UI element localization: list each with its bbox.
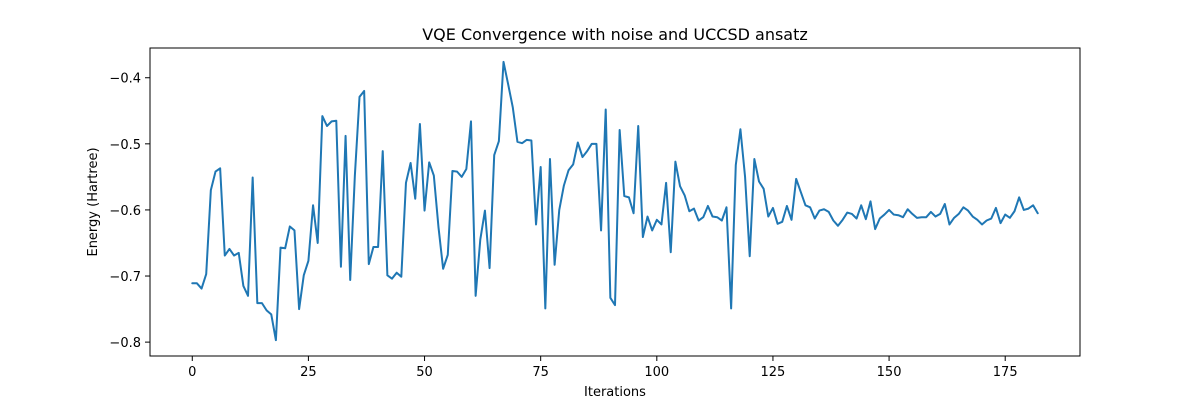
x-tick-label: 100 <box>644 365 669 380</box>
y-tick-label: −0.7 <box>109 270 141 285</box>
x-tick-label: 50 <box>416 365 433 380</box>
series-line <box>191 60 1039 342</box>
y-axis: −0.8 −0.7 −0.6 −0.5 −0.4 <box>109 72 150 351</box>
y-tick-label: −0.5 <box>109 138 141 153</box>
plot-frame <box>149 47 1081 357</box>
y-tick-label: −0.8 <box>109 336 141 351</box>
x-tick-label: 0 <box>188 365 196 380</box>
y-tick-label: −0.6 <box>109 204 141 219</box>
x-axis: 0 25 50 75 100 125 150 175 <box>188 356 1018 380</box>
y-axis-label: Energy (Hartree) <box>86 147 101 256</box>
y-tick-label: −0.4 <box>109 72 141 87</box>
x-tick-label: 175 <box>993 365 1018 380</box>
x-axis-label: Iterations <box>584 385 646 400</box>
x-tick-label: 75 <box>532 365 549 380</box>
x-tick-label: 25 <box>300 365 317 380</box>
plot-area <box>191 60 1039 342</box>
x-tick-label: 125 <box>761 365 786 380</box>
chart-title: VQE Convergence with noise and UCCSD ans… <box>422 25 808 44</box>
x-tick-label: 150 <box>877 365 902 380</box>
